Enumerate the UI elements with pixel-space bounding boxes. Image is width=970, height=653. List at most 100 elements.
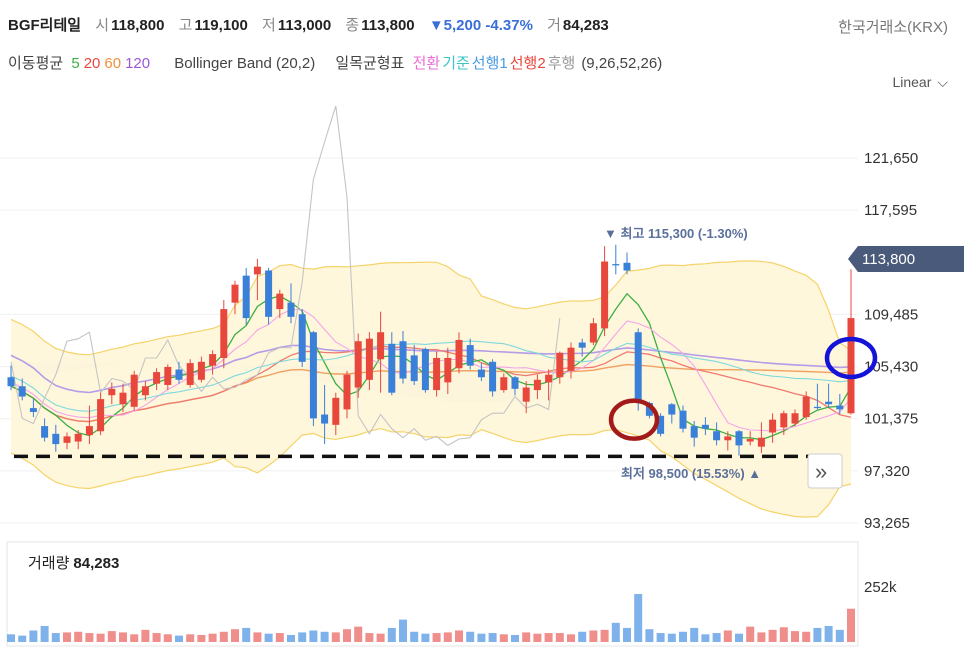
ichimoku-item-2[interactable]: 선행1 bbox=[471, 55, 508, 72]
double-chevron-icon: » bbox=[815, 459, 827, 484]
candle-body bbox=[802, 396, 810, 418]
candle-46 bbox=[522, 381, 530, 414]
blue-circle-marker bbox=[824, 336, 878, 380]
close-label: 종 bbox=[345, 17, 360, 34]
volume-bar-73 bbox=[824, 626, 833, 642]
ma-120-label[interactable]: 120 bbox=[125, 55, 151, 72]
ma-60-label[interactable]: 60 bbox=[104, 55, 122, 72]
volume-bar-67 bbox=[757, 632, 766, 642]
candle-34 bbox=[388, 332, 396, 396]
volume-bar-18 bbox=[208, 633, 217, 642]
base-line bbox=[10, 340, 852, 412]
candle-body bbox=[679, 410, 687, 429]
candle-body bbox=[354, 341, 362, 388]
volume-bar-44 bbox=[499, 634, 508, 642]
ichimoku-item-3[interactable]: 선행2 bbox=[509, 55, 546, 72]
y-tick-label-6: 93,265 bbox=[864, 515, 910, 532]
candle-body bbox=[18, 386, 26, 397]
candle-39 bbox=[444, 347, 452, 394]
candle-40 bbox=[455, 332, 463, 374]
candle-66 bbox=[746, 431, 754, 446]
volume-bar-10 bbox=[119, 632, 127, 642]
volume-bar-56 bbox=[634, 594, 643, 642]
volume-bar-39 bbox=[443, 632, 452, 642]
candle-21 bbox=[242, 267, 250, 325]
candle-body bbox=[589, 323, 597, 343]
volume-bar-42 bbox=[477, 633, 486, 642]
candle-19 bbox=[220, 300, 228, 369]
candle-30 bbox=[343, 370, 351, 419]
candle-body bbox=[29, 408, 37, 412]
candle-48 bbox=[545, 369, 553, 401]
volume-bar-23 bbox=[264, 633, 273, 642]
conversion-line bbox=[10, 309, 852, 432]
ma-20-label[interactable]: 20 bbox=[83, 55, 101, 72]
candle-body bbox=[612, 264, 620, 266]
candle-body bbox=[735, 431, 743, 446]
volume-value: 84,283 bbox=[562, 17, 609, 34]
candle-body bbox=[791, 413, 799, 424]
volume-bar-43 bbox=[488, 633, 497, 642]
candle-7 bbox=[85, 405, 93, 445]
candle-23 bbox=[265, 267, 273, 325]
change-percent: -4.37% bbox=[485, 17, 533, 34]
candle-18 bbox=[209, 350, 217, 375]
candle-body bbox=[410, 355, 418, 382]
volume-bar-20 bbox=[231, 629, 239, 642]
volume-bar-19 bbox=[219, 631, 228, 642]
candle-body bbox=[769, 419, 777, 433]
candle-32 bbox=[365, 332, 373, 391]
max-price-annotation: ▼ 최고 115,300 (-1.30%) bbox=[604, 226, 748, 241]
candle-body bbox=[668, 404, 676, 415]
candle-41 bbox=[466, 338, 474, 370]
candle-body bbox=[164, 366, 172, 385]
low-label: 저 bbox=[262, 17, 276, 34]
candle-1 bbox=[18, 378, 26, 401]
volume-bar-15 bbox=[175, 635, 183, 642]
candle-68 bbox=[769, 413, 777, 443]
volume-bar-6 bbox=[74, 631, 83, 642]
ichimoku-label[interactable]: 일목균형표 bbox=[335, 55, 405, 72]
ichimoku-item-0[interactable]: 전환 bbox=[412, 55, 441, 72]
candle-2 bbox=[29, 399, 37, 418]
candle-body bbox=[63, 436, 71, 443]
volume-bar-36 bbox=[410, 631, 419, 642]
volume-bar-21 bbox=[242, 627, 251, 642]
close-value: 113,800 bbox=[361, 17, 415, 34]
expand-button[interactable]: » bbox=[807, 453, 843, 489]
bollinger-label[interactable]: Bollinger Band (20,2) bbox=[174, 55, 316, 72]
candle-body bbox=[186, 363, 194, 385]
scale-dropdown[interactable]: Linear ⌵ bbox=[892, 74, 948, 91]
red-circle-marker bbox=[608, 398, 660, 441]
lagging-span-line bbox=[10, 105, 561, 447]
ma-5-label[interactable]: 5 bbox=[71, 55, 80, 72]
candle-body bbox=[7, 377, 15, 387]
volume-panel-label: 거래량 84,283 bbox=[28, 552, 119, 573]
volume-bar-28 bbox=[320, 631, 329, 642]
volume-bar-72 bbox=[813, 627, 822, 642]
candle-body bbox=[623, 262, 631, 271]
current-price-badge bbox=[848, 245, 964, 272]
candle-60 bbox=[679, 405, 687, 433]
candle-body bbox=[242, 275, 250, 319]
candle-24 bbox=[276, 289, 284, 319]
ichimoku-item-1[interactable]: 기준 bbox=[442, 55, 470, 72]
volume-bar-26 bbox=[298, 632, 307, 642]
volume-bar-30 bbox=[343, 629, 351, 642]
candle-body bbox=[421, 348, 429, 391]
volume-bar-9 bbox=[107, 631, 116, 642]
volume-panel-frame bbox=[6, 541, 859, 647]
volume-bar-55 bbox=[623, 627, 631, 642]
volume-tick-label: 252k bbox=[864, 579, 897, 596]
y-tick-label-5: 97,320 bbox=[864, 463, 910, 480]
candle-37 bbox=[421, 347, 429, 393]
volume-bar-58 bbox=[656, 633, 665, 642]
volume-bar-53 bbox=[600, 629, 609, 642]
ichimoku-item-4[interactable]: 후행 bbox=[547, 55, 576, 72]
ma-label[interactable]: 이동평균 bbox=[8, 55, 64, 72]
low-value: 113,000 bbox=[277, 17, 332, 34]
candles bbox=[7, 244, 855, 456]
volume-bar-27 bbox=[309, 630, 318, 642]
bollinger-lower bbox=[10, 427, 852, 518]
